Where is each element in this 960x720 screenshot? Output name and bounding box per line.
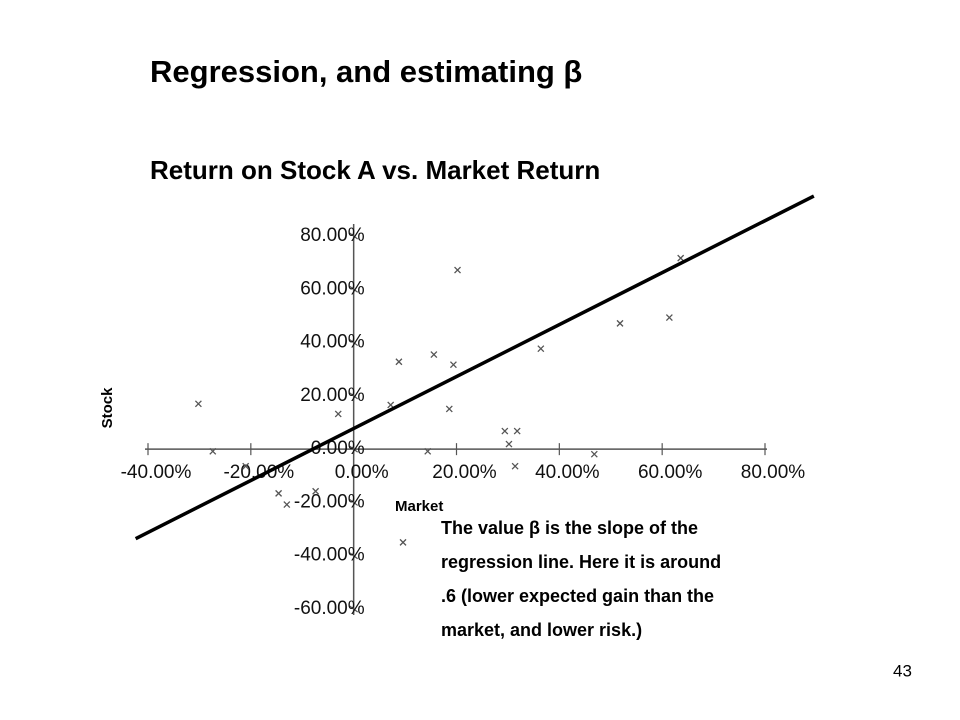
x-tick-label: 20.00% [432,462,497,483]
y-tick [349,552,359,560]
y-tick-label: 40.00% [300,332,365,353]
x-tick-label: -40.00% [121,462,192,483]
point-stroke [430,351,438,359]
point-stroke [501,427,509,435]
body-text: The value β is the slope of the [441,518,698,538]
point [312,487,320,495]
point [275,489,283,497]
y-tick [349,605,359,613]
point [616,319,624,327]
y-tick [349,445,359,453]
body-text: market, and lower risk.) [441,620,642,640]
y-tick [349,498,359,506]
y-tick-label: -60.00% [294,598,365,619]
body-text: .6 (lower expected gain than the [441,586,714,606]
point-stroke [387,401,395,409]
point [209,447,217,455]
x-tick-label: 0.00% [335,462,389,483]
point [501,427,509,435]
point [511,462,519,470]
x-tick-label: 80.00% [741,462,806,483]
y-tick-label: -20.00% [294,491,365,512]
chart-title: Return on Stock A vs. Market Return [150,155,600,185]
point-stroke [511,462,519,470]
point [395,358,403,366]
point-stroke [449,361,457,369]
point-stroke [513,427,521,435]
y-tick-label: 0.00% [311,438,365,459]
point-stroke [665,314,673,321]
point-stroke [454,266,461,274]
point [399,538,407,546]
point [677,254,685,262]
point [449,361,457,369]
y-tick-label: 60.00% [300,278,365,299]
point-stroke [275,489,283,497]
point [665,314,673,321]
point-stroke [424,447,432,455]
point [537,345,545,353]
point-stroke [334,410,342,418]
point-stroke [616,319,624,327]
page-number: 43 [893,661,912,680]
point [334,410,342,418]
y-tick [349,232,359,240]
point-stroke [677,254,685,262]
body-text: regression line. Here it is around [441,552,721,572]
y-tick [349,285,359,293]
point-stroke [505,440,513,448]
point-stroke [312,487,320,495]
regression-line [134,194,815,541]
point [513,427,521,435]
x-axis-label: Market [395,498,443,515]
y-tick [349,392,359,400]
point-stroke [283,501,291,509]
point-stroke [209,447,217,455]
point [424,447,432,455]
point-stroke [399,538,407,546]
y-tick [349,339,359,347]
point-stroke [537,345,545,353]
y-tick-label: 80.00% [300,225,365,246]
point [590,450,598,458]
point [242,462,250,470]
slide-title: Regression, and estimating β [150,54,582,89]
point-stroke [445,405,453,413]
y-axis-label: Stock [99,387,116,429]
y-tick-label: -40.00% [294,545,365,566]
point [283,501,291,509]
point [505,440,513,448]
point [194,400,202,408]
point [454,266,461,274]
y-tick-label: 20.00% [300,385,365,406]
point-stroke [194,400,202,408]
point [445,405,453,413]
x-tick-label: 60.00% [638,462,703,483]
point-stroke [242,462,250,470]
point [430,351,438,359]
x-tick-label: 40.00% [535,462,600,483]
point-stroke [395,358,403,366]
point-stroke [590,450,598,458]
